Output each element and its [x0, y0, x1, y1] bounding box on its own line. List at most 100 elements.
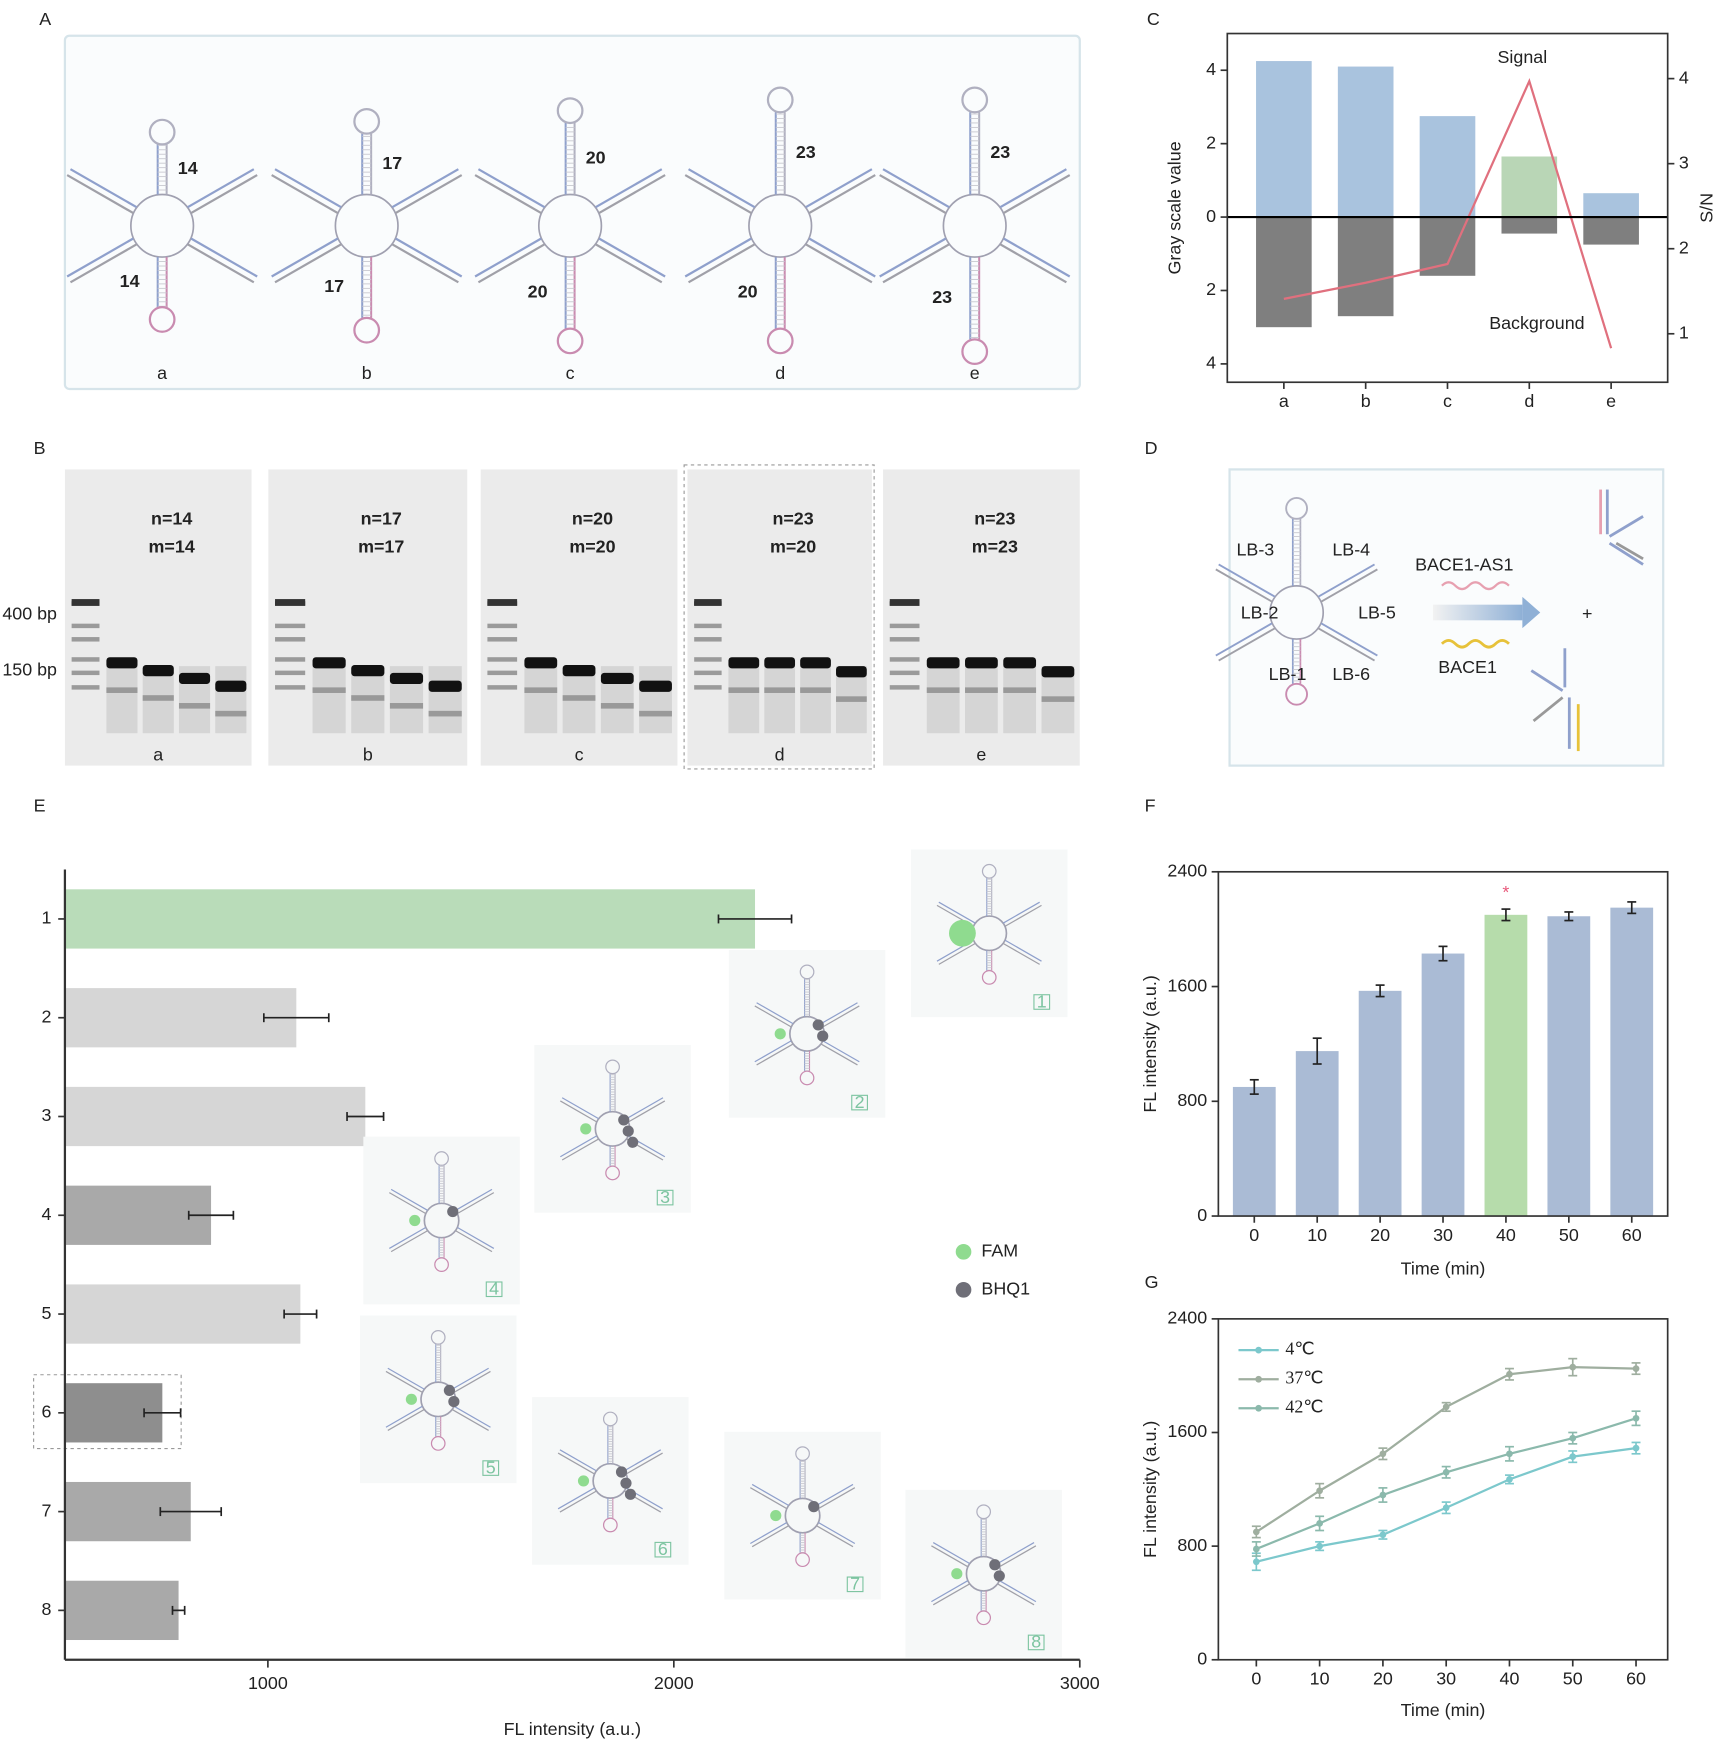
construct-label: b	[362, 363, 372, 383]
helix-strand	[390, 1230, 428, 1253]
x-tick-label: 40	[1496, 1225, 1516, 1245]
hairpin-loop	[1285, 496, 1309, 520]
gel-band	[215, 680, 247, 692]
gel-smear	[215, 666, 247, 734]
data-point	[1379, 1450, 1387, 1458]
helix-strand	[751, 1525, 789, 1548]
hairpin-loop	[434, 1257, 449, 1272]
bar	[1583, 217, 1639, 245]
hairpin-loop	[766, 327, 794, 355]
stem-length-label: 17	[324, 276, 344, 296]
helix-strand	[684, 237, 752, 278]
helix-strand	[391, 168, 459, 209]
fam-dot	[949, 919, 976, 947]
helix-strand	[559, 1449, 597, 1472]
x-tick-label: 10	[1307, 1225, 1327, 1245]
bar	[1501, 156, 1558, 218]
stem-length-label: 20	[528, 282, 548, 302]
helix-strand	[999, 1580, 1037, 1603]
data-point	[1379, 1531, 1387, 1539]
panel-label: A	[39, 9, 51, 29]
helix-strand	[754, 1005, 792, 1028]
data-point	[1506, 1450, 1513, 1458]
icon-tag	[1027, 1634, 1045, 1651]
bar	[64, 988, 297, 1048]
y-tick-label: 0	[1197, 1648, 1207, 1668]
gel-band	[639, 710, 672, 717]
helix-strand	[395, 174, 463, 215]
plot-frame	[1217, 1318, 1669, 1661]
strand-label: LB-3	[1236, 540, 1274, 560]
bhq1-dot	[989, 1559, 1001, 1571]
lncrna-strand	[1441, 581, 1510, 591]
helix-strand	[997, 1542, 1035, 1565]
helix-strand	[451, 1367, 489, 1390]
helix-strand	[932, 1583, 970, 1606]
hairpin-loop	[981, 969, 997, 985]
x-tick-label: 1000	[248, 1673, 288, 1693]
helix-strand	[387, 1409, 425, 1431]
gel-band	[600, 672, 634, 685]
ladder-band	[71, 623, 100, 629]
helix-strand	[805, 168, 873, 209]
gel-lane-label: c	[575, 744, 584, 764]
gel-smear	[524, 666, 558, 734]
gel-band	[836, 696, 867, 702]
ladder-band	[694, 637, 722, 642]
construct-label: d	[775, 363, 785, 383]
helix-strand	[455, 1230, 493, 1253]
y-tick-label: 3	[42, 1105, 52, 1125]
helix-strand	[595, 168, 663, 209]
icon-tag-label: 6	[658, 1539, 668, 1559]
helix-strand	[938, 901, 976, 924]
helix-strand	[628, 1100, 666, 1123]
bhq1-dot	[808, 1501, 820, 1513]
helix-strand	[69, 243, 138, 284]
bhq1-dot	[812, 1019, 824, 1031]
gel-smear	[428, 666, 462, 734]
x-tick-label: a	[1279, 391, 1289, 411]
helix-strand	[455, 1188, 493, 1211]
panel-label: B	[34, 438, 46, 458]
hairpin-loop	[795, 1446, 810, 1461]
x-tick-label: 2000	[654, 1673, 694, 1693]
helix-strand	[818, 1487, 856, 1510]
gel-band	[215, 710, 247, 717]
hairpin-loop	[434, 1151, 449, 1166]
helix-strand	[1317, 627, 1375, 662]
stem-length-label: 23	[932, 287, 952, 307]
x-tick-label: 20	[1370, 1225, 1390, 1245]
gel-band	[764, 687, 796, 693]
helix-strand	[1002, 901, 1040, 924]
x-tick-label: 30	[1436, 1669, 1456, 1689]
bar	[64, 1185, 212, 1245]
bar	[64, 1284, 301, 1344]
x-tick-label: 40	[1500, 1669, 1520, 1689]
helix-strand	[808, 237, 876, 278]
icon-tag	[851, 1094, 868, 1111]
icon-tag	[485, 1281, 503, 1298]
gel-smear	[106, 666, 138, 734]
bhq1-dot	[817, 1030, 829, 1042]
x-tick-label: 50	[1563, 1669, 1583, 1689]
gel-highlight-box	[683, 464, 875, 770]
fam-dot	[580, 1123, 592, 1135]
bhq1-dot	[443, 1384, 455, 1396]
junction-ring	[784, 1497, 821, 1534]
data-point	[1506, 1370, 1513, 1378]
ladder-band	[487, 657, 518, 662]
data-line	[1283, 77, 1613, 349]
bhq1-dot	[627, 1136, 639, 1148]
x-tick-label: 0	[1249, 1225, 1259, 1245]
y-tick-label: 4	[1679, 67, 1689, 87]
bhq1-dot	[620, 1477, 632, 1489]
bar	[1337, 66, 1394, 218]
gel-band	[178, 672, 211, 685]
helix-strand	[1215, 622, 1273, 657]
gel-band	[312, 687, 346, 693]
y-tick-label: 2400	[1167, 1308, 1207, 1328]
gel-band	[1003, 657, 1037, 669]
gel-band	[639, 680, 672, 692]
gel-lane-label: e	[976, 744, 986, 764]
bar	[1337, 217, 1394, 317]
